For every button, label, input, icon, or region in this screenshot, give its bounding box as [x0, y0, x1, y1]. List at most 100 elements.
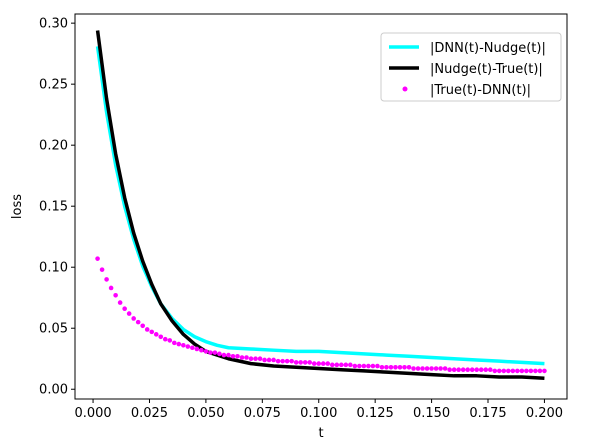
x-tick-label: 0.125 [357, 406, 394, 421]
y-tick-label: 0.25 [39, 78, 68, 93]
data-point [298, 360, 303, 365]
data-point [244, 355, 249, 360]
data-point [253, 356, 258, 362]
data-point [438, 366, 443, 371]
data-point [366, 363, 371, 369]
data-point [190, 345, 195, 351]
y-tick-label: 0.10 [39, 261, 68, 276]
data-point [329, 362, 335, 368]
data-point [325, 361, 331, 366]
data-point [289, 358, 294, 364]
x-tick-label: 0.075 [244, 406, 281, 421]
data-point [239, 355, 245, 360]
data-point [271, 357, 276, 363]
legend-label: |True(t)-DNN(t)| [430, 83, 531, 98]
data-point [302, 360, 308, 365]
data-point [451, 367, 457, 373]
data-point [194, 346, 200, 352]
data-point [492, 368, 498, 374]
x-tick-label: 0.150 [413, 406, 450, 421]
x-axis-label: t [318, 426, 323, 441]
data-point [257, 356, 263, 362]
legend-label: |Nudge(t)-True(t)| [430, 62, 543, 77]
data-point [176, 341, 182, 347]
data-point [501, 368, 507, 374]
data-point [95, 256, 100, 261]
data-point [357, 363, 362, 369]
data-point [316, 361, 322, 366]
data-point [235, 353, 240, 359]
data-point [153, 332, 159, 337]
data-point [433, 366, 439, 371]
data-point [478, 367, 484, 373]
x-tick-label: 0.100 [300, 406, 337, 421]
data-point [266, 357, 272, 363]
data-point [424, 366, 430, 371]
x-axis: 0.000 0.025 0.050 0.075 0.100 0.125 0.150 0.175… [74, 399, 563, 421]
y-tick-label: 0.15 [39, 200, 68, 215]
data-point [307, 360, 313, 365]
data-point [510, 368, 516, 374]
data-point [293, 360, 299, 365]
data-point [361, 363, 367, 369]
data-point [375, 363, 380, 369]
data-point [447, 367, 452, 373]
data-point [181, 343, 186, 348]
data-point [185, 344, 191, 349]
data-point [533, 368, 538, 374]
data-point [379, 364, 385, 370]
data-point [199, 347, 204, 353]
data-point [406, 364, 412, 370]
data-point [122, 306, 127, 311]
plot-marks [95, 30, 547, 381]
data-point [429, 366, 434, 371]
data-point [334, 362, 340, 368]
data-point [370, 363, 376, 369]
data-point [420, 366, 425, 371]
data-point [131, 316, 136, 321]
data-point [456, 367, 461, 373]
x-tick-label: 0.200 [526, 406, 563, 421]
data-point [542, 368, 547, 374]
data-point [149, 329, 155, 335]
data-point [221, 352, 227, 358]
data-point [158, 334, 164, 340]
data-point [135, 319, 141, 325]
data-point [275, 358, 281, 364]
data-point [537, 368, 543, 374]
y-tick-label: 0.20 [39, 139, 68, 154]
data-point [320, 361, 326, 366]
data-point [519, 368, 525, 374]
data-point [352, 363, 358, 369]
y-tick-label: 0.05 [39, 322, 68, 337]
legend-box [380, 32, 562, 102]
data-point [474, 367, 480, 373]
data-point [113, 292, 118, 298]
data-point [487, 367, 493, 373]
x-tick-label: 0.175 [469, 406, 506, 421]
data-point [226, 352, 231, 358]
data-point [144, 327, 150, 332]
y-axis-label: loss [10, 194, 25, 219]
data-point [140, 323, 146, 329]
data-point [248, 356, 254, 362]
y-axis: 0.00 0.05 0.10 0.15 0.20 0.25 0.30 [39, 17, 75, 398]
data-point [108, 285, 114, 291]
data-point [442, 366, 448, 371]
series-line [95, 30, 545, 381]
data-point [280, 358, 285, 364]
legend: |DNN(t)-Nudge(t)| |Nudge(t)-True(t)| |True… [380, 32, 562, 102]
series-points [95, 256, 547, 374]
data-point [388, 364, 394, 370]
data-point [172, 340, 177, 346]
data-point [460, 367, 466, 373]
data-point [411, 366, 416, 371]
data-point [393, 364, 398, 370]
legend-marker [402, 86, 408, 92]
data-point [496, 368, 502, 374]
data-point [262, 357, 267, 363]
y-tick-label: 0.30 [39, 17, 68, 32]
data-point [212, 350, 218, 355]
data-point [126, 311, 132, 316]
x-tick-label: 0.000 [74, 406, 111, 421]
